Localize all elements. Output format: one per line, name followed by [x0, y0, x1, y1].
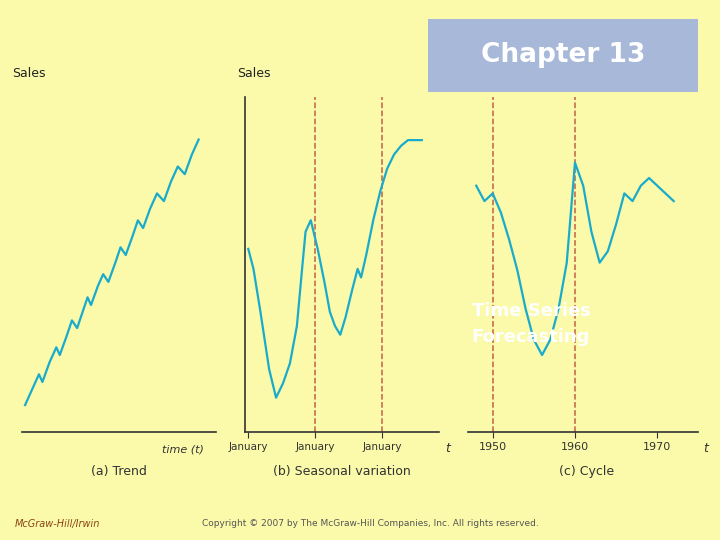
Text: Sales: Sales [12, 68, 45, 80]
Text: (c) Cycle: (c) Cycle [559, 465, 614, 478]
Text: t: t [445, 442, 450, 455]
Text: Copyright © 2007 by The McGraw-Hill Companies, Inc. All rights reserved.: Copyright © 2007 by The McGraw-Hill Comp… [202, 519, 539, 529]
FancyBboxPatch shape [412, 15, 714, 96]
Text: (b) Seasonal variation: (b) Seasonal variation [273, 465, 411, 478]
Text: Sales: Sales [237, 68, 271, 80]
Text: t: t [703, 442, 708, 455]
Text: McGraw-Hill/Irwin: McGraw-Hill/Irwin [14, 518, 100, 529]
Text: Chapter 13: Chapter 13 [481, 42, 646, 69]
Text: Time Series
Forecasting: Time Series Forecasting [472, 302, 590, 346]
Text: time (t): time (t) [161, 444, 204, 454]
Text: (a) Trend: (a) Trend [91, 465, 147, 478]
